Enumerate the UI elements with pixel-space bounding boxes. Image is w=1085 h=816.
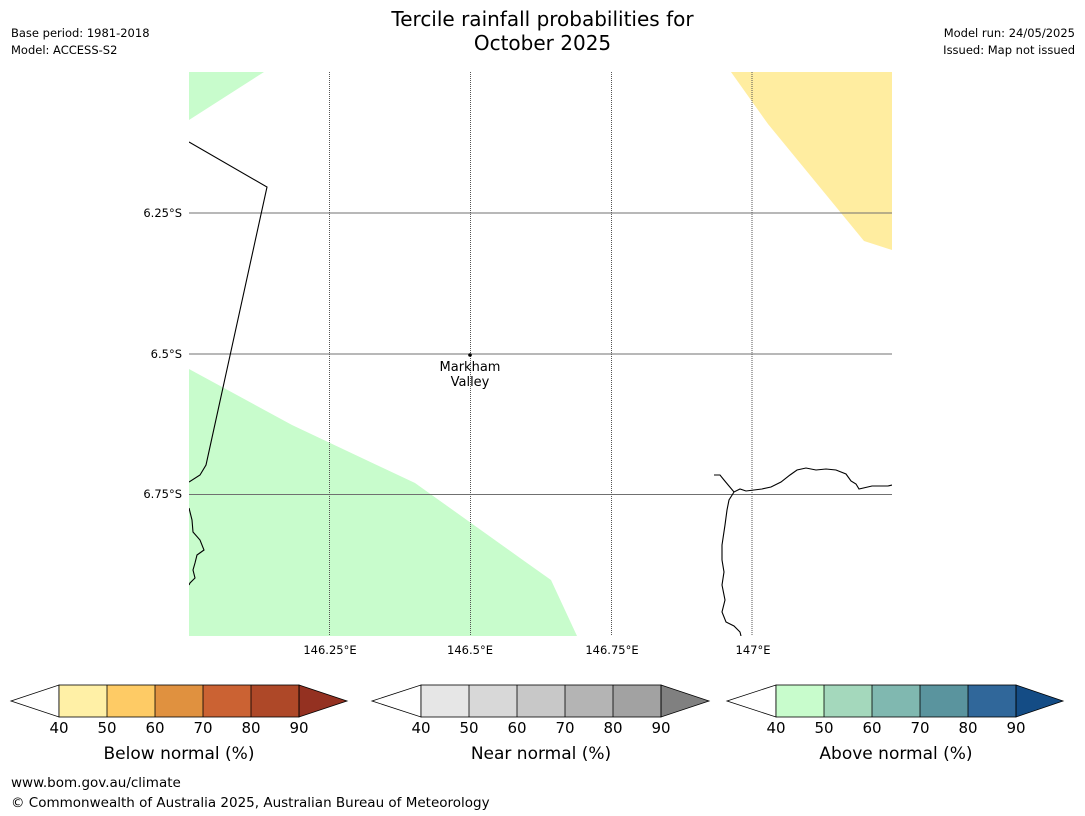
- colorbar-above-extend-low: [725, 684, 777, 718]
- colorbar-below-bin-50: [107, 685, 155, 717]
- below-tick-80: 80: [241, 719, 261, 737]
- lon-label-147: 147°E: [735, 643, 771, 657]
- colorbar-above-bin-60: [872, 685, 920, 717]
- lat-label-6-5: 6.5°S: [150, 347, 182, 361]
- lat-label-6-75: 6.75°S: [143, 487, 182, 501]
- border-line: [189, 141, 268, 483]
- colorbar-above-bin-70: [920, 685, 968, 717]
- colorbar-below-bin-40: [59, 685, 107, 717]
- below-tick-70: 70: [193, 719, 213, 737]
- base-period-text: Base period: 1981-2018: [11, 26, 150, 40]
- colorbar-label-near-normal: Near normal (%): [470, 744, 612, 764]
- meridians: [329, 72, 753, 636]
- title-line-2: October 2025: [473, 31, 612, 55]
- colorbar-label-below-normal: Below normal (%): [103, 744, 255, 764]
- colorbar-below-bin-70: [203, 685, 251, 717]
- near-tick-40: 40: [411, 719, 431, 737]
- coastline-south: [721, 491, 742, 636]
- above-tick-60: 60: [862, 719, 882, 737]
- colorbar-near-bin-70: [565, 685, 613, 717]
- colorbar-below-extend-high: [298, 684, 349, 718]
- near-tick-80: 80: [603, 719, 623, 737]
- model-text: Model: ACCESS-S2: [11, 43, 118, 57]
- colorbar-near-extend-high: [660, 684, 711, 718]
- coastline: [714, 467, 892, 493]
- issued-text: Issued: Map not issued: [943, 43, 1075, 57]
- colorbar-below-extend-low: [9, 684, 60, 718]
- above-normal-region-bottom: [189, 369, 577, 636]
- below-tick-60: 60: [145, 719, 165, 737]
- place-label-line-1: Markham: [439, 360, 501, 375]
- colorbar-above-normal: [725, 684, 1065, 718]
- colorbar-above-bin-50: [824, 685, 872, 717]
- below-tick-50: 50: [97, 719, 117, 737]
- footer-url: www.bom.gov.au/climate: [11, 775, 181, 791]
- lon-label-146-75: 146.75°E: [585, 643, 639, 657]
- lon-label-146-25: 146.25°E: [303, 643, 357, 657]
- colorbar-above-extend-high: [1015, 684, 1065, 718]
- colorbar-below-normal: [9, 684, 349, 718]
- place-label-line-2: Valley: [450, 375, 490, 390]
- near-tick-60: 60: [507, 719, 527, 737]
- near-tick-50: 50: [459, 719, 479, 737]
- below-normal-region: [731, 72, 892, 250]
- meta-right: Model run: 24/05/2025 Issued: Map not is…: [943, 25, 1075, 59]
- markham-valley-marker: [468, 353, 472, 357]
- near-tick-90: 90: [651, 719, 671, 737]
- gridlines: [189, 212, 892, 495]
- colorbar-near-bin-60: [517, 685, 565, 717]
- meta-left: Base period: 1981-2018 Model: ACCESS-S2: [11, 25, 150, 59]
- colorbar-above-bin-40: [776, 685, 824, 717]
- model-run-text: Model run: 24/05/2025: [943, 26, 1075, 40]
- lat-label-6-25: 6.25°S: [143, 206, 182, 220]
- map-title: Tercile rainfall probabilities for Octob…: [0, 7, 1085, 55]
- near-tick-70: 70: [555, 719, 575, 737]
- map-plot-area: [189, 72, 892, 636]
- colorbar-near-normal: [370, 684, 711, 718]
- colorbar-above-bin-80: [968, 685, 1016, 717]
- lon-label-146-5: 146.5°E: [447, 643, 493, 657]
- below-tick-90: 90: [289, 719, 309, 737]
- title-line-1: Tercile rainfall probabilities for: [391, 7, 694, 31]
- place-label-markham-valley: Markham Valley: [420, 360, 520, 390]
- colorbar-near-extend-low: [370, 684, 422, 718]
- above-tick-90: 90: [1006, 719, 1026, 737]
- colorbar-below-bin-60: [155, 685, 203, 717]
- above-tick-40: 40: [766, 719, 786, 737]
- colorbar-near-bin-80: [613, 685, 661, 717]
- footer-copyright: © Commonwealth of Australia 2025, Austra…: [11, 795, 490, 811]
- colorbar-near-bin-50: [469, 685, 517, 717]
- above-tick-70: 70: [910, 719, 930, 737]
- below-tick-40: 40: [49, 719, 69, 737]
- colorbar-below-bin-80: [251, 685, 299, 717]
- above-tick-80: 80: [958, 719, 978, 737]
- above-normal-region-top: [189, 72, 264, 120]
- colorbar-label-above-normal: Above normal (%): [819, 744, 973, 764]
- colorbar-near-bin-40: [421, 685, 469, 717]
- border-line-lower: [189, 507, 205, 586]
- above-tick-50: 50: [814, 719, 834, 737]
